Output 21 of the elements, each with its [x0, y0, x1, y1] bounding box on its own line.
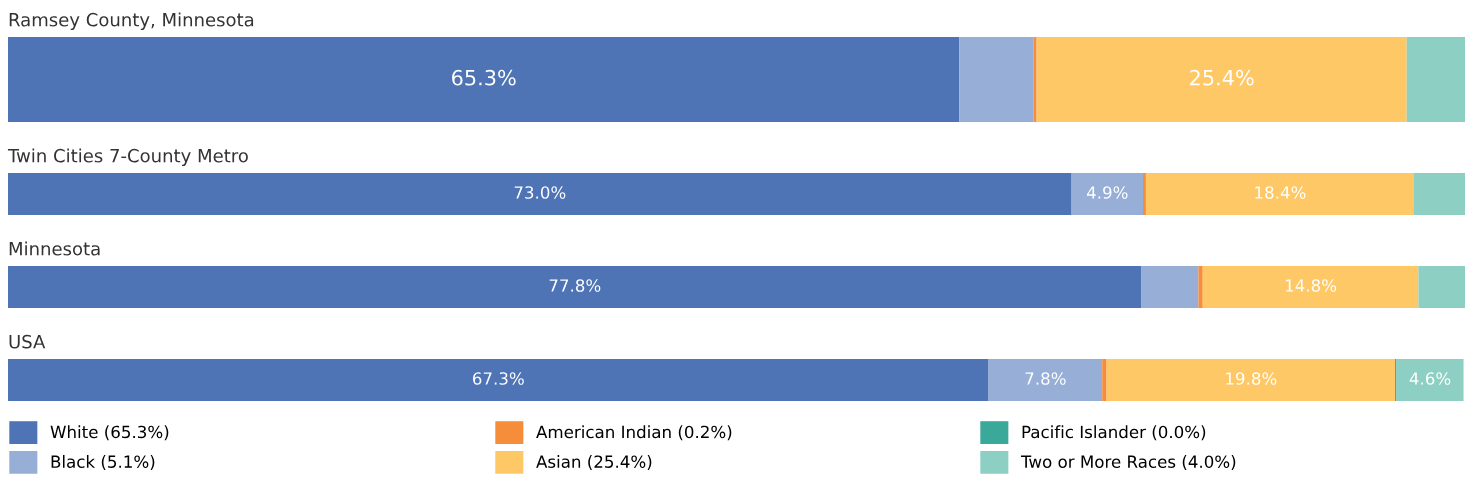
legend-label: Asian (25.4%) — [536, 455, 652, 470]
data-label: 77.8% — [549, 279, 601, 292]
legend-label: Two or More Races (4.0%) — [1020, 455, 1236, 470]
data-label: 14.8% — [1285, 279, 1337, 292]
data-label: 4.9% — [1086, 186, 1128, 199]
data-label: 4.6% — [1409, 372, 1451, 385]
data-label: 18.4% — [1255, 186, 1306, 199]
legend-label: White (65.3%) — [50, 425, 169, 441]
y-tick-label: Minnesota — [9, 241, 100, 256]
data-label: 65.3% — [452, 69, 516, 86]
data-label: 73.0% — [514, 186, 566, 199]
legend-label: Black (5.1%) — [51, 455, 155, 470]
legend-label: American Indian (0.2%) — [536, 425, 732, 441]
y-tick-label: Ramsey County, Minnesota — [9, 12, 254, 30]
y-tick-label: USA — [9, 334, 46, 349]
y-tick-label: Twin Cities 7-County Metro — [7, 148, 248, 166]
data-label: 19.8% — [1226, 372, 1277, 385]
legend-label: Pacific Islander (0.0%) — [1022, 425, 1206, 441]
data-label: 67.3% — [472, 372, 524, 385]
data-label: 7.8% — [1025, 372, 1066, 385]
data-label: 25.4% — [1190, 69, 1254, 86]
